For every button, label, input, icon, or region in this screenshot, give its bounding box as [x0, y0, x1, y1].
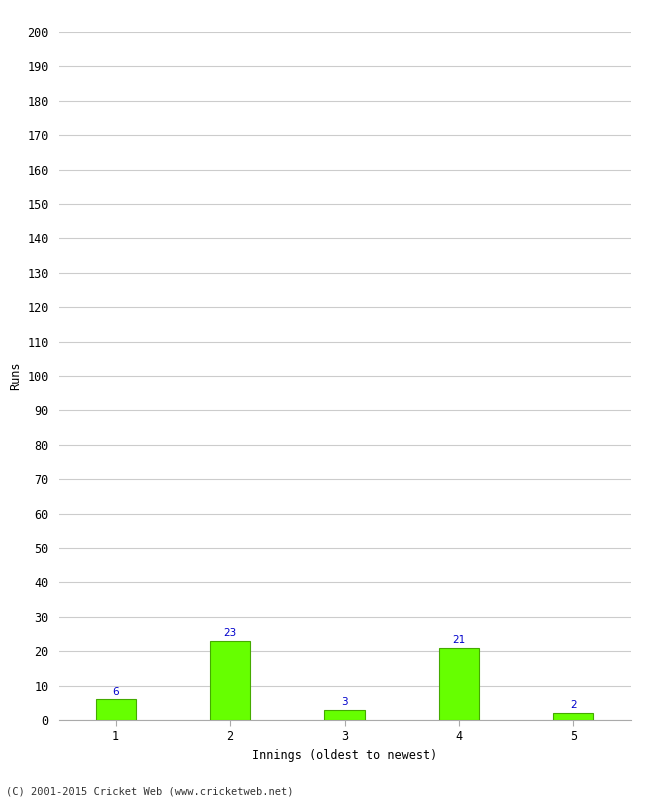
Text: 21: 21 [452, 635, 465, 645]
Text: (C) 2001-2015 Cricket Web (www.cricketweb.net): (C) 2001-2015 Cricket Web (www.cricketwe… [6, 786, 294, 796]
Bar [210, 641, 250, 720]
Text: 2: 2 [570, 700, 577, 710]
Text: 3: 3 [341, 697, 348, 707]
Y-axis label: Runs: Runs [9, 362, 22, 390]
Text: 23: 23 [224, 628, 237, 638]
Bar [553, 713, 593, 720]
Bar [439, 648, 479, 720]
Text: 6: 6 [112, 686, 119, 697]
Bar [324, 710, 365, 720]
Bar [96, 699, 136, 720]
X-axis label: Innings (oldest to newest): Innings (oldest to newest) [252, 749, 437, 762]
